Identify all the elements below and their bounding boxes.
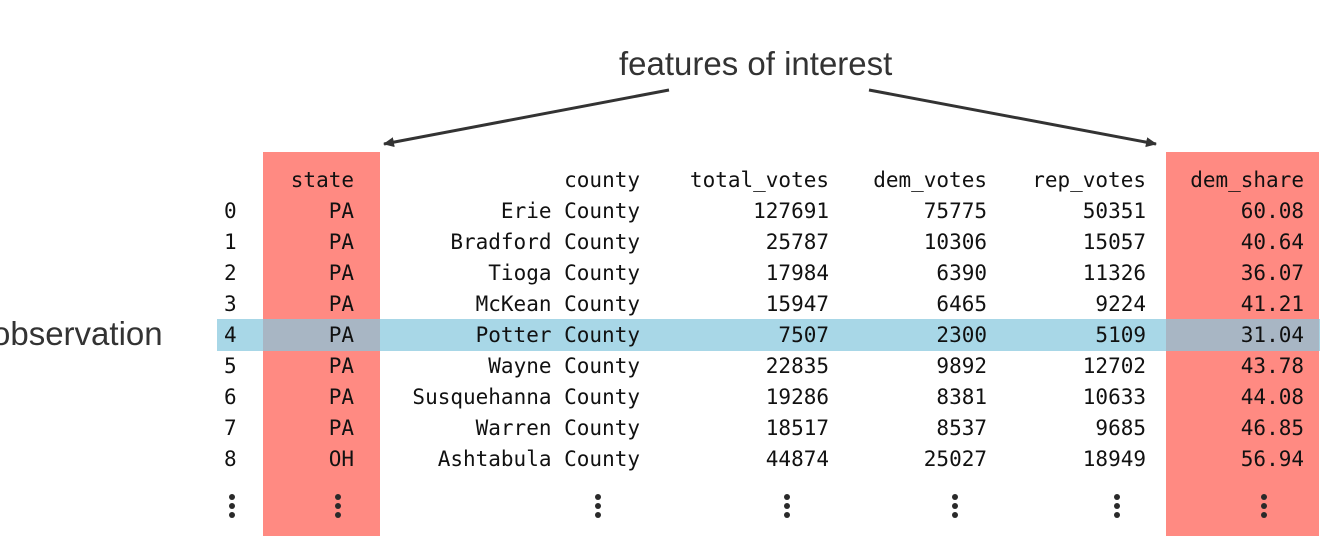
vertical-ellipsis-icon <box>952 494 958 520</box>
cell-county: McKean County <box>475 292 640 316</box>
cell-state: OH <box>328 447 354 471</box>
cell-dem-share: 44.08 <box>1240 385 1304 409</box>
cell-dem-votes: 10306 <box>923 230 987 254</box>
cell-dem-share: 31.04 <box>1240 323 1304 347</box>
vertical-ellipsis-icon <box>1261 494 1267 520</box>
column-header-total-votes: total_votes <box>689 168 829 192</box>
row-index: 7 <box>224 416 237 440</box>
cell-total-votes: 17984 <box>765 261 829 285</box>
cell-rep-votes: 9685 <box>1095 416 1146 440</box>
cell-total-votes: 19286 <box>765 385 829 409</box>
row-index: 6 <box>224 385 237 409</box>
row-index: 1 <box>224 230 237 254</box>
cell-dem-share: 36.07 <box>1240 261 1304 285</box>
cell-dem-share: 56.94 <box>1240 447 1304 471</box>
cell-dem-share: 46.85 <box>1240 416 1304 440</box>
observation-label: observation <box>0 315 163 352</box>
cell-state: PA <box>328 292 354 316</box>
row-index: 4 <box>224 323 237 347</box>
cell-county: Susquehanna County <box>412 385 640 409</box>
cell-dem-votes: 8537 <box>936 416 987 440</box>
vertical-ellipsis-icon <box>784 494 790 520</box>
row-index: 5 <box>224 354 237 378</box>
observation-highlight-row <box>217 319 1320 351</box>
cell-county: Bradford County <box>450 230 640 254</box>
cell-dem-votes: 2300 <box>936 323 987 347</box>
cell-dem-share: 40.64 <box>1240 230 1304 254</box>
vertical-ellipsis-icon <box>335 494 341 520</box>
vertical-ellipsis-icon <box>595 494 601 520</box>
cell-total-votes: 18517 <box>765 416 829 440</box>
cell-state: PA <box>328 323 354 347</box>
vertical-ellipsis-icon <box>1114 494 1120 520</box>
cell-rep-votes: 5109 <box>1095 323 1146 347</box>
cell-rep-votes: 50351 <box>1082 199 1146 223</box>
cell-dem-share: 60.08 <box>1240 199 1304 223</box>
cell-total-votes: 127691 <box>753 199 829 223</box>
cell-county: Ashtabula County <box>437 447 640 471</box>
row-index: 3 <box>224 292 237 316</box>
cell-county: Potter County <box>475 323 640 347</box>
cell-total-votes: 15947 <box>765 292 829 316</box>
cell-total-votes: 22835 <box>765 354 829 378</box>
cell-state: PA <box>328 199 354 223</box>
vertical-ellipsis-icon <box>229 494 235 520</box>
cell-dem-share: 41.21 <box>1240 292 1304 316</box>
cell-county: Warren County <box>475 416 640 440</box>
column-header-rep-votes: rep_votes <box>1032 168 1146 192</box>
cell-state: PA <box>328 261 354 285</box>
column-header-dem-votes: dem_votes <box>873 168 987 192</box>
cell-dem-share: 43.78 <box>1240 354 1304 378</box>
cell-county: Tioga County <box>488 261 640 285</box>
cell-dem-votes: 6390 <box>936 261 987 285</box>
cell-rep-votes: 18949 <box>1082 447 1146 471</box>
cell-state: PA <box>328 416 354 440</box>
cell-rep-votes: 9224 <box>1095 292 1146 316</box>
cell-state: PA <box>328 354 354 378</box>
cell-dem-votes: 6465 <box>936 292 987 316</box>
cell-rep-votes: 15057 <box>1082 230 1146 254</box>
cell-rep-votes: 11326 <box>1082 261 1146 285</box>
cell-dem-votes: 9892 <box>936 354 987 378</box>
cell-total-votes: 44874 <box>765 447 829 471</box>
row-index: 8 <box>224 447 237 471</box>
cell-county: Wayne County <box>488 354 640 378</box>
row-index: 0 <box>224 199 237 223</box>
cell-rep-votes: 10633 <box>1082 385 1146 409</box>
cell-state: PA <box>328 230 354 254</box>
cell-dem-votes: 75775 <box>923 199 987 223</box>
cell-total-votes: 25787 <box>765 230 829 254</box>
cell-dem-votes: 25027 <box>923 447 987 471</box>
column-header-county: county <box>564 168 640 192</box>
arrow-icon <box>383 88 670 148</box>
cell-total-votes: 7507 <box>778 323 829 347</box>
cell-state: PA <box>328 385 354 409</box>
cell-rep-votes: 12702 <box>1082 354 1146 378</box>
column-header-dem-share: dem_share <box>1190 168 1304 192</box>
cell-county: Erie County <box>500 199 640 223</box>
column-header-state: state <box>290 168 354 192</box>
features-of-interest-label: features of interest <box>619 45 893 82</box>
arrow-icon <box>868 88 1157 148</box>
cell-dem-votes: 8381 <box>936 385 987 409</box>
row-index: 2 <box>224 261 237 285</box>
